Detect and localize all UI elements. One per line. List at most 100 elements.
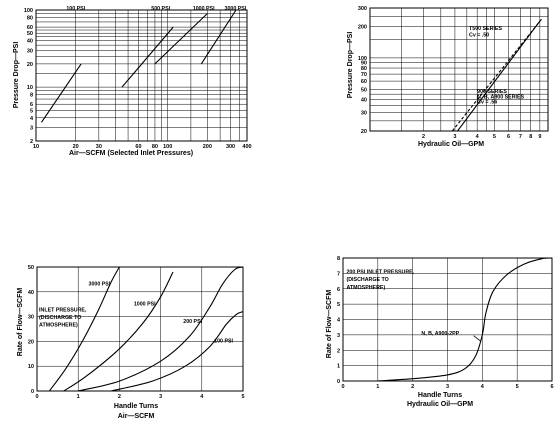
x-tick-label: 300 xyxy=(226,144,235,150)
x-tick-label: 60 xyxy=(135,144,141,150)
annotation-label: INLET PRESSURE, xyxy=(39,308,87,314)
x-axis-label: Handle Turns xyxy=(114,403,158,410)
x-tick-label: 0 xyxy=(341,384,344,390)
y-tick-label: 4 xyxy=(30,116,34,122)
x-tick-label: 80 xyxy=(152,144,158,150)
plot-frame xyxy=(35,9,248,142)
y-axis-label: Pressure Drop—PSI xyxy=(347,32,354,99)
annotation-label: 1000 PSI xyxy=(193,6,215,12)
annotation-label: Cv = .56 xyxy=(477,100,497,106)
y-tick-label: 20 xyxy=(28,339,34,345)
y-tick-label: 40 xyxy=(27,39,33,45)
y-tick-label: 0 xyxy=(337,379,340,385)
y-tick-label: 80 xyxy=(27,15,33,21)
y-tick-label: 30 xyxy=(27,48,33,54)
y-tick-label: 10 xyxy=(28,364,34,370)
annotation-label: 200 PSI INLET PRESSURE, xyxy=(346,269,414,275)
x-tick-label: 1 xyxy=(77,394,80,400)
y-tick-label: 100 xyxy=(358,56,367,62)
x-tick-label: 20 xyxy=(73,144,79,150)
series-line-200-psi xyxy=(78,266,244,392)
series-line-n-b-a900-2pp xyxy=(377,257,553,382)
x-tick-label: 200 xyxy=(203,144,212,150)
x-tick-label: 4 xyxy=(476,134,480,140)
x-tick-label: 30 xyxy=(96,144,102,150)
series-line-3000-psi xyxy=(48,266,120,392)
y-tick-label: 60 xyxy=(361,79,367,85)
annotation-label: (DISCHARGE TO xyxy=(346,277,388,283)
annotation-label: ATMOSPHERE) xyxy=(346,285,385,291)
series-line-100-psi xyxy=(111,311,244,392)
y-tick-label: 60 xyxy=(27,25,33,31)
y-tick-label: 20 xyxy=(27,62,33,68)
y-axis-label: Rate of Flow—SCFM xyxy=(17,288,24,357)
x-tick-label: 400 xyxy=(242,144,251,150)
plot-frame xyxy=(369,7,549,132)
y-tick-label: 50 xyxy=(361,87,367,93)
y-tick-label: 6 xyxy=(337,287,340,293)
y-tick-label: 40 xyxy=(361,98,367,104)
y-tick-label: 2 xyxy=(30,139,33,145)
y-tick-label: 70 xyxy=(361,72,367,78)
x-tick-label: 8 xyxy=(529,134,532,140)
x-axis-label: Hydraulic Oil—GPM xyxy=(418,141,484,148)
annotation-label: 3000 PSI xyxy=(89,282,111,288)
x-tick-label: 2 xyxy=(118,394,121,400)
y-tick-label: 90 xyxy=(361,61,367,67)
annotation-label: 1000 PSI xyxy=(134,301,156,307)
x-tick-label: 3 xyxy=(159,394,162,400)
y-tick-label: 8 xyxy=(337,256,340,262)
y-tick-label: 5 xyxy=(337,302,340,308)
series-line-1000-psi xyxy=(154,13,208,65)
x-tick-label: 9 xyxy=(538,134,541,140)
y-axis-label: Rate of Flow—SCFM xyxy=(326,290,333,359)
x-tick-label: 7 xyxy=(519,134,522,140)
annotation-label: N, B, A900-2PP xyxy=(421,331,459,337)
x-tick-label: 5 xyxy=(516,384,519,390)
annotation-label: 900 SERIES xyxy=(477,89,507,95)
y-tick-label: 20 xyxy=(361,129,367,135)
x-tick-label: 4 xyxy=(200,394,204,400)
y-tick-label: 0 xyxy=(31,389,34,395)
x-tick-label: 5 xyxy=(241,394,244,400)
y-tick-label: 50 xyxy=(27,31,33,37)
annotation-label: N, B, A900 SERIES xyxy=(477,94,524,100)
y-tick-label: 30 xyxy=(28,315,34,321)
y-tick-label: 200 xyxy=(358,24,367,30)
annotation-label: 100 PSI xyxy=(214,339,233,345)
y-tick-label: 30 xyxy=(361,111,367,117)
annotation-label: 3000 PSI xyxy=(225,6,247,12)
x-tick-label: 2 xyxy=(411,384,414,390)
x-tick-label: 4 xyxy=(481,384,485,390)
x-tick-label: 1 xyxy=(376,384,379,390)
y-tick-label: 2 xyxy=(337,348,340,354)
y-tick-label: 3 xyxy=(30,125,33,131)
x-axis-label-secondary: Air—SCFM xyxy=(118,413,155,420)
x-tick-label: 6 xyxy=(550,384,553,390)
x-tick-label: 2 xyxy=(422,134,425,140)
x-tick-label: 5 xyxy=(493,134,496,140)
y-tick-label: 10 xyxy=(27,85,33,91)
x-axis-label: Handle Turns xyxy=(418,392,462,399)
annotation-label: ATMOSPHERE) xyxy=(39,323,78,329)
y-tick-label: 100 xyxy=(24,8,33,14)
y-tick-label: 300 xyxy=(358,6,367,12)
x-axis-label-secondary: Hydraulic Oil—GPM xyxy=(407,401,473,408)
series-line-3000-psi xyxy=(200,9,237,65)
plot-frame xyxy=(36,266,244,392)
y-tick-label: 5 xyxy=(30,108,33,114)
chart-c4: 0 1 2 3 4 5 6 0 1 2 3 4 5 6 7 8 Handle Turns Hydraulic Oi… xyxy=(326,256,554,408)
y-tick-label: 4 xyxy=(337,318,341,324)
annotation-label: T500 SERIES xyxy=(469,26,502,32)
series-line-100-psi xyxy=(41,63,82,123)
x-tick-label: 3 xyxy=(453,134,456,140)
y-tick-label: 3 xyxy=(337,333,340,339)
annotation-label: 200 PSI xyxy=(183,319,202,325)
y-tick-label: 7 xyxy=(337,271,340,277)
annotation-label: 100 PSI xyxy=(66,6,85,12)
x-axis-label: Air—SCFM (Selected Inlet Pressures) xyxy=(69,150,193,157)
series-line-500-psi xyxy=(121,26,174,88)
